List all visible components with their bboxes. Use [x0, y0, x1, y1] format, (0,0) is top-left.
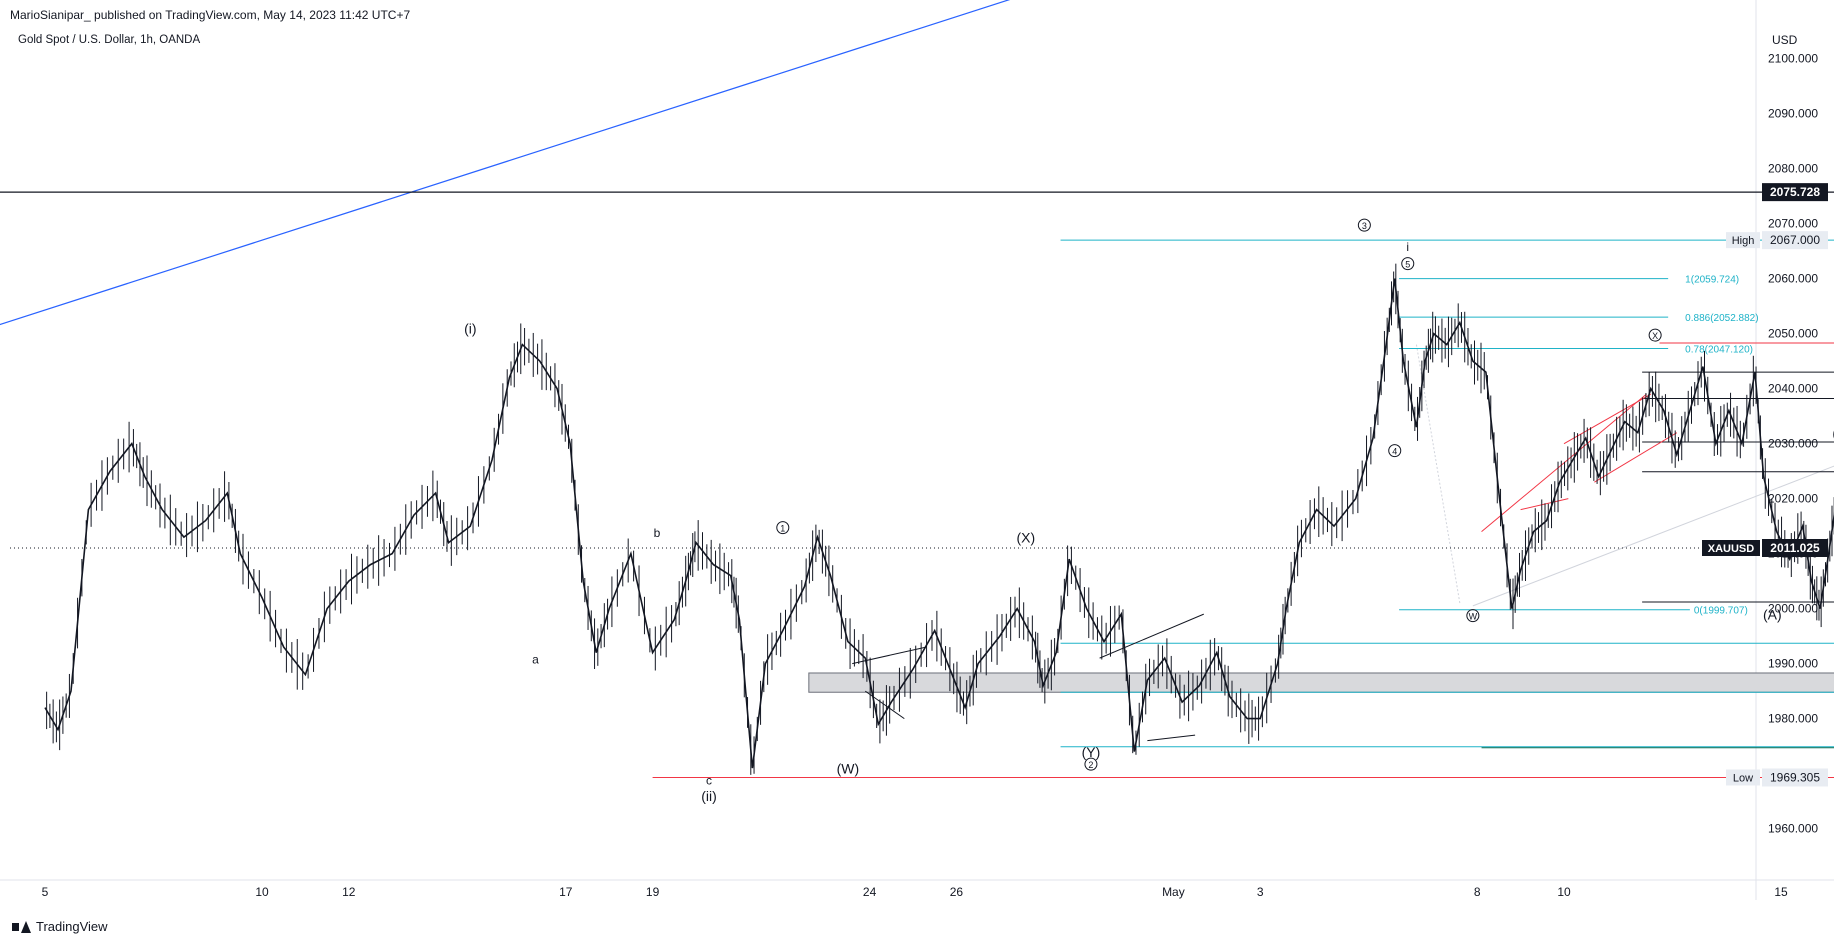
wave-label: 1 [780, 524, 785, 534]
price-badge-text: 2067.000 [1770, 233, 1820, 247]
x-tick-label: 5 [42, 885, 49, 899]
wave-label: 3 [1362, 221, 1367, 231]
wave-label: W [1469, 612, 1478, 622]
wave-label: (A) [1763, 607, 1782, 623]
pattern-line [1563, 393, 1652, 445]
price-badge [1762, 539, 1828, 557]
grey-trendline [1472, 465, 1834, 607]
footer-brand: TradingView [36, 919, 108, 934]
y-tick-label: 2030.000 [1768, 437, 1818, 451]
wave-label: i [1406, 240, 1409, 254]
wave-label: X [1652, 331, 1658, 341]
tradingview-footer[interactable]: TradingView [12, 919, 108, 934]
y-tick-label: 2040.000 [1768, 382, 1818, 396]
wave-circle [1466, 609, 1480, 623]
fib-078-2047-label: 0.78(2047.120) [1685, 344, 1753, 355]
wave-circle [1084, 757, 1098, 771]
y-tick-label: 2050.000 [1768, 327, 1818, 341]
wave-label: 5 [1405, 260, 1410, 270]
tradingview-logo-icon [12, 920, 31, 933]
y-tick-label: 2020.000 [1768, 492, 1818, 506]
y-tick-label: 2080.000 [1768, 162, 1818, 176]
y-tick-label: 2100.000 [1768, 52, 1818, 66]
wave-label: (ii) [701, 788, 717, 804]
y-tick-label: 1980.000 [1768, 712, 1818, 726]
price-series [44, 278, 1834, 769]
fib-0886-2052-label: 0.886(2052.882) [1685, 313, 1758, 324]
pattern-line [864, 690, 905, 720]
pattern-line [852, 646, 927, 665]
x-tick-label: 12 [342, 885, 356, 899]
publisher-caption: MarioSianipar_ published on TradingView.… [10, 8, 411, 22]
y-tick-label: 1990.000 [1768, 657, 1818, 671]
currency-label: USD [1772, 33, 1798, 47]
x-tick-label: 19 [646, 885, 660, 899]
wave-circle [776, 521, 790, 535]
y-tick-label: 2060.000 [1768, 272, 1818, 286]
symbol-title: Gold Spot / U.S. Dollar, 1h, OANDA [18, 34, 201, 46]
x-tick-label: 10 [255, 885, 269, 899]
y-tick-label: 2000.000 [1768, 602, 1818, 616]
symbol-badge [1702, 540, 1760, 556]
blue-trendline [0, 0, 1011, 326]
price-badge [1762, 183, 1828, 202]
wave-circle [1357, 218, 1371, 232]
symbol-badge-text: XAUUSD [1708, 543, 1755, 555]
price-badge-text: 2011.025 [1770, 541, 1820, 555]
pattern-line [1147, 734, 1196, 742]
wave-circle [1401, 257, 1415, 271]
price-badge [1762, 231, 1828, 250]
badge-label-text: High [1732, 235, 1755, 247]
price-badge-text: 1969.305 [1770, 770, 1820, 784]
wave-label: (W) [837, 761, 860, 777]
fib-1-2059-label: 1(2059.724) [1685, 275, 1739, 286]
price-badge-text: 2075.728 [1770, 185, 1820, 199]
x-tick-label: 10 [1557, 885, 1571, 899]
badge-label-box [1726, 232, 1760, 249]
wave-label: c [706, 774, 712, 788]
wave-circle [1648, 328, 1662, 342]
wave-circle [1388, 444, 1402, 458]
wave-label: (Y) [1082, 744, 1101, 760]
y-tick-label: 2090.000 [1768, 107, 1818, 121]
wave-label: (X) [1017, 530, 1036, 546]
x-tick-label: 26 [950, 885, 964, 899]
pattern-line [1594, 432, 1678, 483]
x-tick-label: 24 [863, 885, 877, 899]
x-tick-label: May [1162, 885, 1185, 899]
wave-label: 2 [1088, 760, 1093, 770]
pattern-line [1481, 393, 1647, 533]
badge-label-box [1726, 769, 1760, 786]
wave-label: 4 [1392, 447, 1397, 457]
wave-label: b [654, 526, 661, 540]
x-tick-label: 8 [1474, 885, 1481, 899]
x-tick-label: 15 [1774, 885, 1788, 899]
y-tick-label: 2070.000 [1768, 217, 1818, 231]
x-tick-label: 3 [1257, 885, 1264, 899]
badge-label-text: Low [1733, 772, 1753, 784]
pattern-line [1099, 613, 1204, 659]
x-tick-label: 17 [559, 885, 573, 899]
pattern-line [1520, 498, 1569, 511]
price-badge [1762, 768, 1828, 787]
fib-0-1999-label: 0(1999.707) [1694, 606, 1748, 617]
wave-label: a [532, 653, 539, 667]
wave-label: (i) [464, 321, 476, 337]
wave-label: (B) [1832, 425, 1834, 441]
y-tick-label: 1960.000 [1768, 822, 1818, 836]
support-zone [808, 672, 1834, 693]
